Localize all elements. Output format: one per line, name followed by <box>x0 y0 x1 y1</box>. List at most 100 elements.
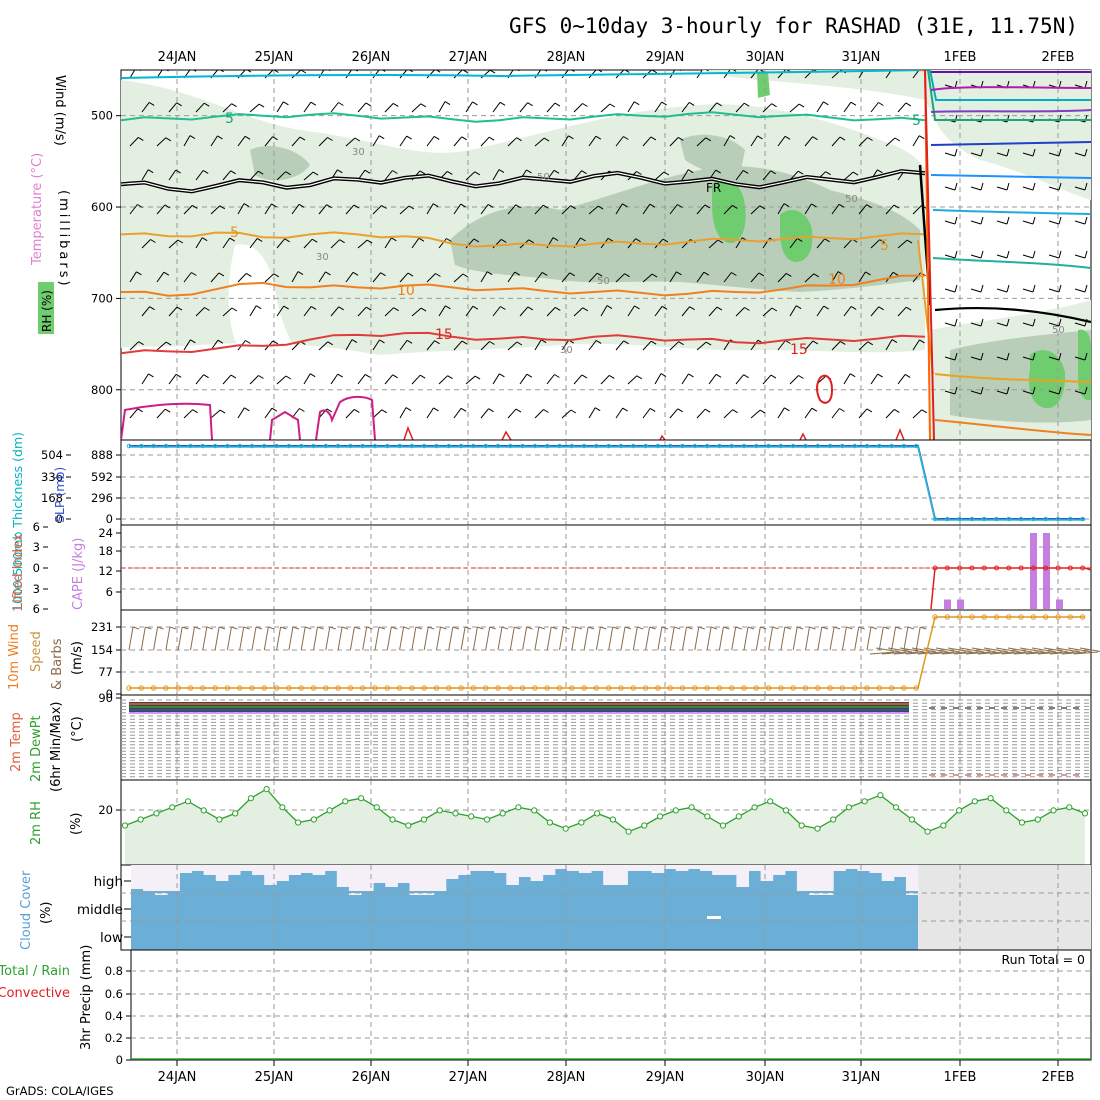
wind-barb <box>222 374 232 385</box>
wind-barb <box>750 409 761 419</box>
wind-barb-flag <box>796 237 803 242</box>
wind-barb-flag <box>636 171 642 175</box>
wind-barb <box>534 204 544 215</box>
wind-barb <box>1048 254 1060 259</box>
wind-barb-flag <box>1032 216 1036 225</box>
wind10-barb <box>915 626 921 651</box>
temp2m-ylabel-3: (6hr Min/Max) <box>49 702 64 792</box>
wind-barb <box>642 136 652 147</box>
wind-barb <box>237 407 245 419</box>
wind10-speed-point <box>932 614 938 620</box>
rh2m-point <box>814 825 821 832</box>
upper-ylabel-temp: Temperature (°C) <box>30 153 45 266</box>
wind-barb-flag <box>163 271 170 276</box>
wind10-barb-flag <box>575 626 582 630</box>
wind10-barb <box>226 626 232 651</box>
wind-barb-flag <box>865 271 871 276</box>
cloud-high-gap <box>397 865 410 883</box>
rh2m-series <box>121 786 1089 865</box>
wind-barb-flag <box>706 70 709 72</box>
wind-barb <box>303 306 312 317</box>
wind-barb-flag <box>393 307 399 312</box>
contour-label-fr: FR <box>706 181 721 195</box>
cloud-high-gap <box>348 865 362 895</box>
wind-barb <box>723 409 733 419</box>
wind10-speed-point <box>839 685 846 691</box>
thickness-point <box>1006 516 1012 522</box>
wind10-barb <box>583 626 589 651</box>
wind10-speed-point <box>483 685 489 691</box>
wind-barb-flag <box>918 135 925 140</box>
wind10-barb <box>239 626 245 651</box>
cloud-high-gap <box>167 865 180 891</box>
wind10-speed-point <box>606 685 612 691</box>
thickness-point <box>840 443 845 449</box>
wind-barb-flag <box>447 375 453 380</box>
rh2m-point <box>1034 816 1041 823</box>
wind-barb-flag <box>1032 318 1036 327</box>
wind10-speed-point <box>532 685 538 691</box>
wind-barb <box>195 307 205 317</box>
wind-barb-flag <box>812 340 819 345</box>
wind-barb <box>561 272 571 283</box>
wind10-barb-flag <box>341 626 349 630</box>
wind-barb-flag <box>825 171 831 176</box>
wind10-barb <box>869 651 895 655</box>
thickness-point <box>286 443 292 449</box>
wind-barb <box>708 374 717 385</box>
wind-barb <box>762 170 772 181</box>
contour-label-t5a: 5 <box>225 111 234 127</box>
thickness-point <box>1055 516 1061 522</box>
rh2m-point <box>263 786 270 793</box>
wind10-speed-point <box>175 685 181 691</box>
wind10-barb <box>682 626 687 651</box>
wind-barb <box>843 171 854 181</box>
wind-barb-flag <box>499 373 505 378</box>
wind-barb-flag <box>541 271 548 276</box>
wind-barb <box>303 373 311 385</box>
wind10-barb <box>190 626 195 651</box>
wind-barb-flag <box>849 373 856 378</box>
cloud-cover-panel: high middle low Cloud Cover (%) <box>19 864 1092 951</box>
wind10-barb-flag <box>747 626 755 630</box>
wind-barb <box>858 341 869 351</box>
wind-barb <box>507 341 518 351</box>
wind10-barb-flag <box>686 626 693 630</box>
wind-barb-flag <box>166 70 169 72</box>
rh2m-point <box>216 816 223 823</box>
wind10-speed-point <box>729 685 735 691</box>
wind-barb-flag <box>230 170 236 175</box>
wind-barb-flag <box>624 70 630 73</box>
wind-barb <box>291 70 302 79</box>
wind-barb <box>897 239 908 249</box>
cape-bar <box>957 599 964 609</box>
bottom-date-label: 26JAN <box>352 1070 391 1085</box>
wind-barb <box>372 272 381 283</box>
wind-barb <box>210 205 221 215</box>
wind10-barb-flag <box>169 626 177 630</box>
cloud-high-gap <box>675 865 689 871</box>
wind-barb <box>330 239 340 249</box>
wind-barb <box>453 273 464 283</box>
wind-barb-flag <box>636 375 643 380</box>
thickness-point <box>409 443 415 449</box>
wind10-barb <box>768 626 774 651</box>
wind-barb <box>615 340 625 351</box>
tick-label: 20 <box>98 803 113 817</box>
wind-barb-flag <box>461 136 467 141</box>
thickness-point <box>618 443 624 449</box>
wind-barb <box>384 307 394 317</box>
wind-barb-flag <box>392 374 398 379</box>
wind-barb <box>249 305 257 317</box>
wind10-barb <box>875 647 901 653</box>
wind-barb-flag <box>246 272 252 277</box>
wind10-barb <box>1037 651 1063 655</box>
wind10-speed-point <box>126 685 132 691</box>
wind-barb-flag <box>445 305 451 310</box>
tick-label: 90 <box>98 691 113 705</box>
rh2m-point <box>358 795 365 802</box>
wind10-barb <box>657 626 663 651</box>
wind-barb-flag <box>891 339 898 344</box>
wind-barb-flag <box>285 375 292 380</box>
rh2m-point <box>452 810 459 817</box>
